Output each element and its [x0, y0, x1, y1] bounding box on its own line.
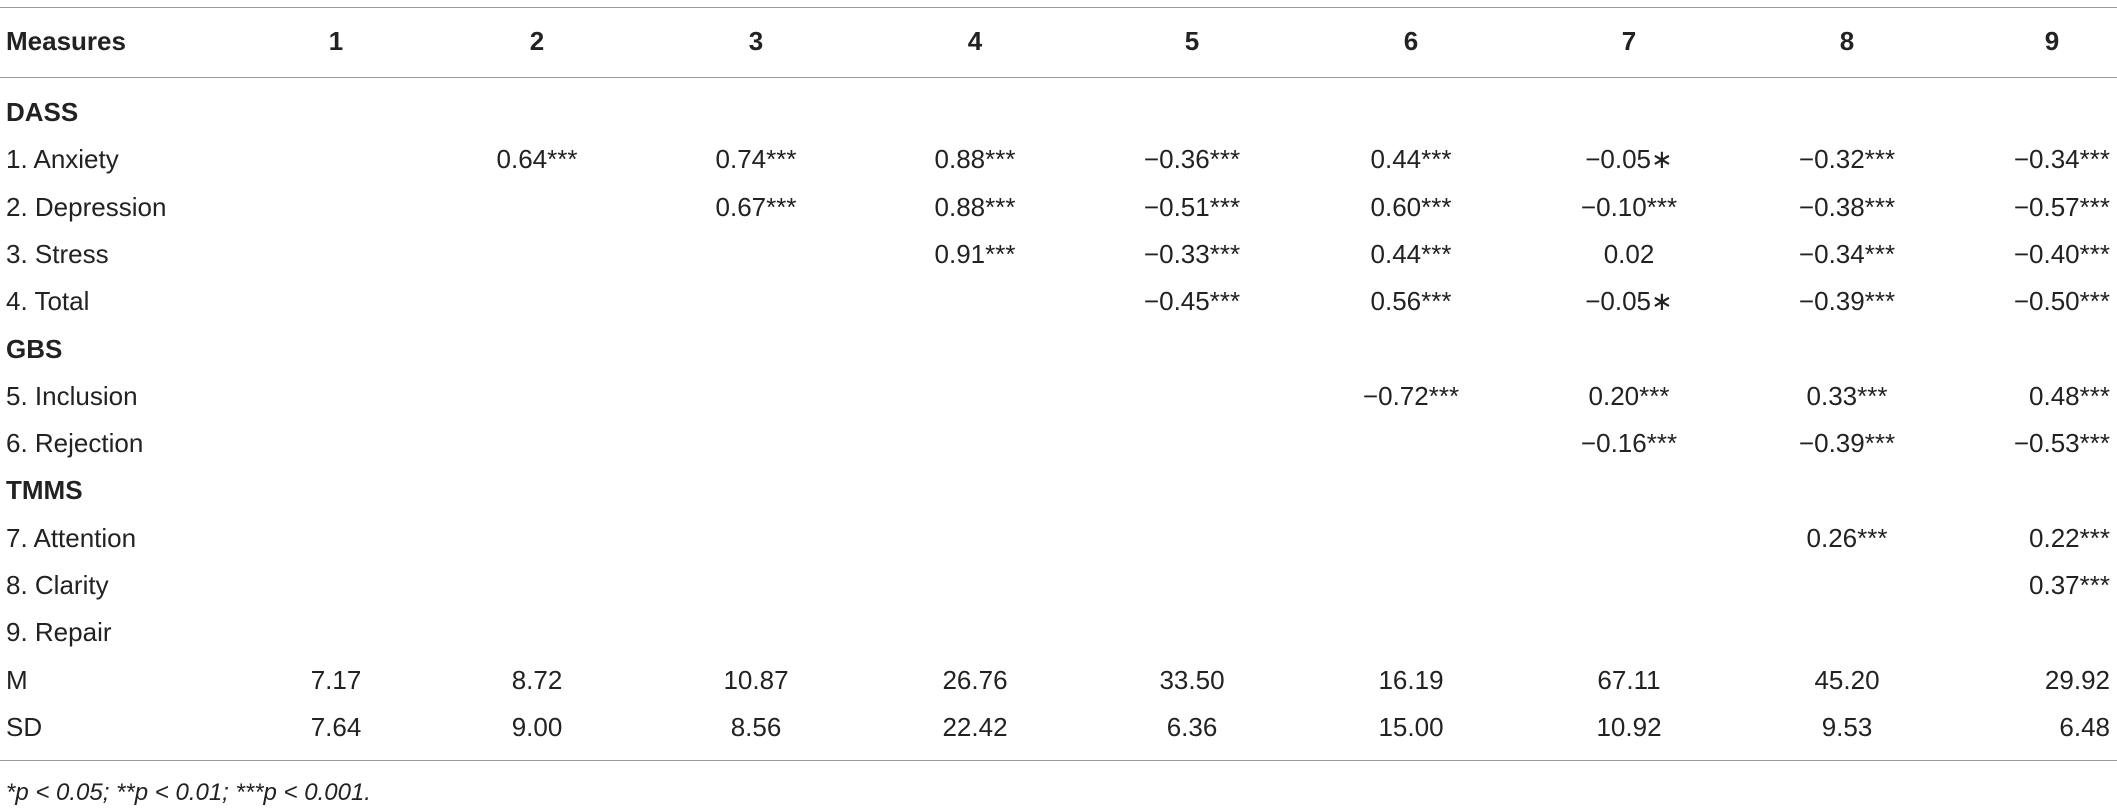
table-cell: 45.20	[1814, 664, 1880, 695]
column-header: 5	[1184, 26, 1200, 56]
column-header: 6	[1403, 26, 1419, 56]
table-cell: 16.19	[1378, 664, 1444, 695]
table-cell: 0.64***	[496, 144, 578, 175]
row-label: SD	[6, 711, 43, 742]
table-cell: −0.45***	[1143, 286, 1241, 317]
column-header: 7	[1621, 26, 1637, 56]
table-cell: 0.37***	[2029, 570, 2110, 600]
bottom-rule	[0, 760, 2117, 761]
column-header: 2	[529, 26, 545, 56]
table-cell: 26.76	[942, 664, 1008, 695]
table-cell: 0.33***	[1806, 380, 1888, 411]
table-cell: 0.02	[1603, 238, 1655, 269]
header-rule	[0, 77, 2117, 78]
table-cell: −0.05∗	[1585, 144, 1673, 175]
table-cell: 9.53	[1821, 711, 1873, 742]
table-cell: 33.50	[1159, 664, 1225, 695]
table-cell: −0.32***	[1798, 144, 1896, 175]
row-label: 6. Rejection	[6, 428, 144, 459]
column-header: 1	[328, 26, 344, 56]
row-label: 8. Clarity	[6, 570, 109, 600]
table-cell: −0.57***	[2013, 191, 2110, 222]
section-label: GBS	[6, 333, 63, 364]
table-cell: −0.36***	[1143, 144, 1241, 175]
row-label: 2. Depression	[6, 191, 167, 222]
table-cell: 22.42	[942, 711, 1008, 742]
table-cell: 9.00	[511, 711, 563, 742]
row-label: 1. Anxiety	[6, 144, 119, 175]
table-cell: −0.53***	[2013, 428, 2110, 459]
table-cell: −0.40***	[2013, 238, 2110, 269]
row-label: 9. Repair	[6, 617, 112, 648]
table-cell: 8.72	[511, 664, 563, 695]
table-cell: −0.10***	[1580, 191, 1678, 222]
row-label: 3. Stress	[6, 238, 109, 269]
table-cell: −0.72***	[1362, 380, 1460, 411]
top-rule	[0, 7, 2117, 8]
column-header: 3	[748, 26, 764, 56]
table-cell: 15.00	[1378, 711, 1444, 742]
section-label: TMMS	[6, 475, 83, 506]
table-cell: 7.64	[310, 711, 362, 742]
table-cell: −0.05∗	[1585, 286, 1673, 317]
table-cell: −0.39***	[1798, 428, 1896, 459]
table-cell: −0.51***	[1143, 191, 1241, 222]
table-cell: −0.50***	[2013, 286, 2110, 317]
table-cell: 29.92	[2044, 664, 2110, 695]
table-cell: −0.33***	[1143, 238, 1241, 269]
table-cell: −0.38***	[1798, 191, 1896, 222]
row-label: 5. Inclusion	[6, 380, 138, 411]
row-label: M	[6, 664, 28, 695]
table-cell: 0.88***	[934, 191, 1016, 222]
column-header: 8	[1839, 26, 1855, 56]
table-cell: 0.74***	[715, 144, 797, 175]
table-cell: 0.60***	[1370, 191, 1452, 222]
table-cell: 0.44***	[1370, 144, 1452, 175]
row-label: 4. Total	[6, 286, 90, 317]
table-cell: 0.67***	[715, 191, 797, 222]
table-cell: 6.48	[2059, 711, 2110, 742]
table-cell: 8.56	[730, 711, 782, 742]
column-header: 9	[2044, 26, 2060, 56]
table-cell: 0.48***	[2029, 380, 2110, 411]
table-cell: 0.44***	[1370, 238, 1452, 269]
table-cell: 0.26***	[1806, 522, 1888, 553]
table-cell: 0.22***	[2029, 522, 2110, 553]
table-cell: −0.34***	[2013, 144, 2110, 175]
section-label: DASS	[6, 97, 79, 127]
table-cell: 0.20***	[1588, 380, 1670, 411]
row-label: 7. Attention	[6, 522, 137, 553]
table-cell: 6.36	[1166, 711, 1218, 742]
column-header: Measures	[6, 26, 126, 56]
table-cell: −0.16***	[1580, 428, 1678, 459]
table-cell: 0.88***	[934, 144, 1016, 175]
table-cell: 0.91***	[934, 238, 1016, 269]
table-cell: 67.11	[1597, 664, 1661, 695]
table-cell: −0.34***	[1798, 238, 1896, 269]
footnote: *p < 0.05; **p < 0.01; ***p < 0.001.	[6, 779, 371, 806]
table-cell: −0.39***	[1798, 286, 1896, 317]
table-cell: 10.92	[1596, 711, 1662, 742]
table-cell: 0.56***	[1370, 286, 1452, 317]
table-cell: 10.87	[723, 664, 789, 695]
table-cell: 7.17	[310, 664, 362, 695]
column-header: 4	[967, 26, 983, 56]
